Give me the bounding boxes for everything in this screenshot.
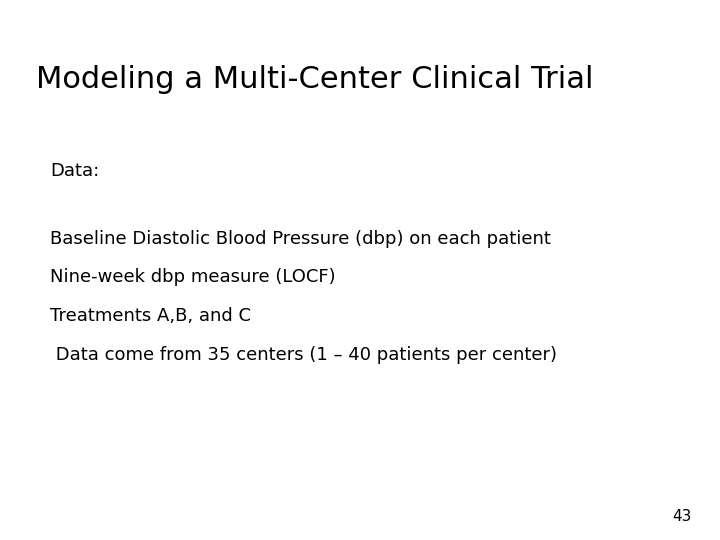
Text: 43: 43: [672, 509, 691, 524]
Text: Nine-week dbp measure (LOCF): Nine-week dbp measure (LOCF): [50, 268, 336, 286]
Text: Treatments A,B, and C: Treatments A,B, and C: [50, 307, 251, 325]
Text: Modeling a Multi-Center Clinical Trial: Modeling a Multi-Center Clinical Trial: [36, 65, 593, 94]
Text: Data come from 35 centers (1 – 40 patients per center): Data come from 35 centers (1 – 40 patien…: [50, 346, 557, 364]
Text: Baseline Diastolic Blood Pressure (dbp) on each patient: Baseline Diastolic Blood Pressure (dbp) …: [50, 230, 552, 247]
Text: Data:: Data:: [50, 162, 99, 180]
